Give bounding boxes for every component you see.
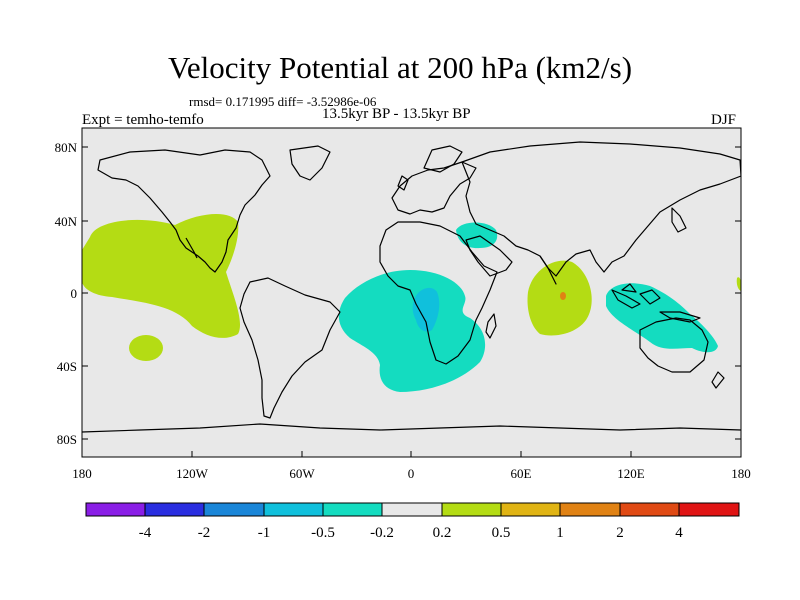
colorbar-label: 1 xyxy=(556,525,564,541)
colorbar-box xyxy=(322,502,383,517)
south-pacific-positive-region xyxy=(129,335,163,361)
colorbar-box xyxy=(500,502,561,517)
colorbar-label: -4 xyxy=(139,525,152,541)
experiment-label: Expt = temho-temfo xyxy=(82,112,204,128)
lon-label: 60E xyxy=(511,466,532,481)
colorbar-label: 0.2 xyxy=(433,525,452,541)
colorbar-boxes xyxy=(85,502,740,517)
lon-label: 120E xyxy=(617,466,645,481)
indian-ocean-positive-region xyxy=(527,260,592,336)
colorbar-box xyxy=(203,502,265,517)
lat-label: 40S xyxy=(57,359,77,374)
lon-labels: 180 120W 60W 0 60E 120E 180 xyxy=(72,466,751,481)
colorbar-label: -0.5 xyxy=(311,525,335,541)
lon-label: 180 xyxy=(72,466,92,481)
season-label: DJF xyxy=(711,112,737,128)
axis-ticks xyxy=(81,146,742,457)
colorbar-box xyxy=(144,502,205,517)
lat-label: 80S xyxy=(57,432,77,447)
colorbar-box xyxy=(85,502,146,517)
lat-label: 0 xyxy=(71,286,78,301)
anomaly-shading xyxy=(82,214,741,392)
lat-label: 40N xyxy=(55,214,78,229)
colorbar-label: 0.5 xyxy=(492,525,511,541)
colorbar-label: -1 xyxy=(258,525,271,541)
stats-label: rmsd= 0.171995 diff= -3.52986e-06 xyxy=(189,94,377,109)
dateline-positive-sliver xyxy=(736,277,741,291)
lon-label: 0 xyxy=(408,466,415,481)
colorbar-box xyxy=(678,502,740,517)
lon-label: 180 xyxy=(731,466,751,481)
lon-label: 120W xyxy=(176,466,209,481)
colorbar-box xyxy=(263,502,324,517)
colorbar-labels: -4 -2 -1 -0.5 -0.2 0.2 0.5 1 2 4 xyxy=(139,525,684,541)
map-title: Velocity Potential at 200 hPa (km2/s) xyxy=(167,50,633,85)
colorbar-box xyxy=(619,502,680,517)
indian-ocean-positive-spot xyxy=(560,292,566,300)
lat-label: 80N xyxy=(55,140,78,155)
colorbar-label: 4 xyxy=(675,525,683,541)
pacific-positive-region xyxy=(82,214,241,338)
colorbar-label: -0.2 xyxy=(370,525,394,541)
colorbar-label: -2 xyxy=(198,525,211,541)
colorbar-box xyxy=(559,502,621,517)
colorbar-box xyxy=(441,502,502,517)
central-africa-negative-core xyxy=(412,287,440,332)
colorbar-label: 2 xyxy=(616,525,624,541)
lon-label: 60W xyxy=(289,466,315,481)
period-label: 13.5kyr BP - 13.5kyr BP xyxy=(322,106,471,122)
coastlines xyxy=(82,141,741,433)
atlantic-africa-negative-region xyxy=(338,270,486,392)
lat-labels: 80N 40N 0 40S 80S xyxy=(55,140,78,447)
colorbar-box xyxy=(381,502,443,517)
